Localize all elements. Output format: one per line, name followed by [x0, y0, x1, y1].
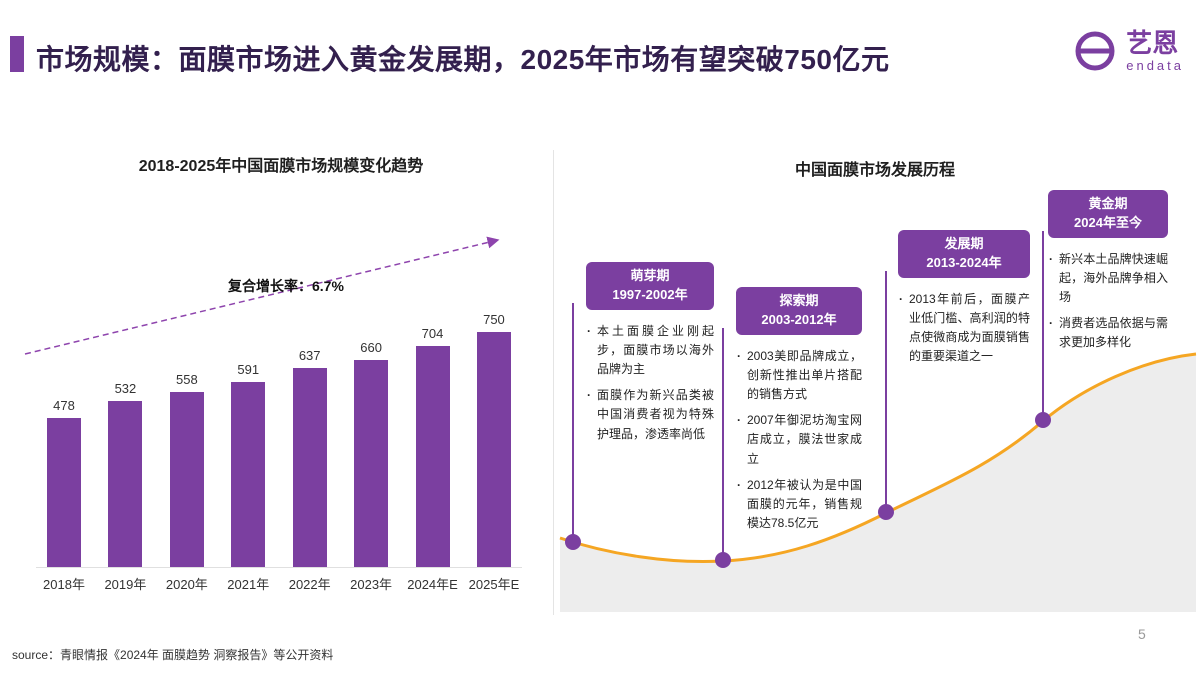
bar-category-label: 2019年: [104, 577, 147, 592]
page-title: 市场规模：面膜市场进入黄金发展期，2025年市场有望突破750亿元: [36, 44, 890, 75]
bar-column: 591 2021年: [220, 362, 276, 592]
logo-sub: endata: [1126, 57, 1184, 73]
bar-value-label: 637: [298, 348, 321, 363]
bar-chart-title: 2018-2025年中国面膜市场规模变化趋势: [138, 158, 424, 175]
growth-area: [560, 354, 1196, 612]
stage-years: 1997-2002年: [612, 286, 688, 302]
logo-text: 艺恩 endata: [1126, 29, 1184, 73]
timeline-title: 中国面膜市场发展历程: [794, 162, 955, 179]
page-number: 5: [1138, 626, 1146, 642]
milestone-dot: [878, 504, 894, 520]
bullet-item: 2007年御泥坊淘宝网店成立，膜法世家成立: [736, 411, 862, 469]
milestone-dot: [715, 552, 731, 568]
bar-chart: 478 2018年 532 2019年 558 2020年 591 2021年 637 2022年…: [36, 308, 522, 592]
title-accent-bar: [10, 36, 24, 72]
bar-column: 558 2020年: [159, 372, 215, 592]
bar-category-label: 2025年E: [468, 577, 520, 592]
bar: [169, 392, 204, 568]
stage-badge: 萌芽期 1997-2002年: [586, 262, 714, 310]
bar-category-label: 2023年: [350, 577, 393, 592]
panel-divider: [553, 150, 554, 615]
endata-logo: 艺恩 endata: [1072, 28, 1184, 74]
logo-brand: 艺恩: [1126, 28, 1179, 59]
bar: [231, 382, 266, 568]
bar-value-label: 704: [421, 326, 444, 341]
bar: [354, 360, 389, 568]
stage-label: 萌芽期: [630, 268, 670, 283]
bullet-item: 2012年被认为是中国面膜的元年，销售规模达78.5亿元: [736, 476, 862, 534]
bar-value-label: 660: [360, 340, 382, 355]
stage-badge: 发展期 2013-2024年: [898, 230, 1030, 278]
timeline-stage: 萌芽期 1997-2002年 本土面膜企业刚起步，面膜市场以海外品牌为主面膜作为…: [586, 262, 714, 451]
bullet-item: 2013年前后，面膜产业低门槛、高利润的特点使微商成为面膜销售的重要渠道之一: [898, 290, 1030, 367]
milestone-dot: [565, 534, 581, 550]
bar-column: 478 2018年: [36, 398, 92, 592]
bar-value-label: 532: [114, 381, 137, 396]
timeline-stage: 发展期 2013-2024年 2013年前后，面膜产业低门槛、高利润的特点使微商…: [898, 230, 1030, 373]
bullet-item: 面膜作为新兴品类被中国消费者视为特殊护理品，渗透率尚低: [586, 386, 714, 444]
growth-curve: [559, 231, 1197, 612]
cagr-annotation: 复合增长率：6.7%: [228, 278, 344, 294]
bar-column: 532 2019年: [97, 381, 153, 592]
bar-category-label: 2024年E: [407, 577, 458, 592]
bar-category-label: 2021年: [227, 577, 270, 592]
stage-badge: 探索期 2003-2012年: [736, 287, 862, 335]
bar-value-label: 750: [483, 312, 505, 327]
bar-column: 750 2025年E: [466, 312, 522, 592]
bar-category-label: 2022年: [288, 577, 331, 592]
timeline-stage: 探索期 2003-2012年 2003美即品牌成立，创新性推出单片搭配的销售方式…: [736, 287, 862, 540]
stage-label: 探索期: [779, 293, 819, 308]
bullet-item: 新兴本土品牌快速崛起，海外品牌争相入场: [1048, 250, 1168, 308]
bar-category-label: 2018年: [43, 577, 85, 592]
stage-bullets: 本土面膜企业刚起步，面膜市场以海外品牌为主面膜作为新兴品类被中国消费者视为特殊护…: [586, 322, 714, 444]
stage-bullets: 2013年前后，面膜产业低门槛、高利润的特点使微商成为面膜销售的重要渠道之一: [898, 290, 1030, 367]
bar: [476, 332, 511, 568]
bar: [292, 368, 327, 568]
x-axis-line: [36, 567, 522, 568]
milestone-dot: [1035, 412, 1051, 428]
stage-years: 2013-2024年: [926, 254, 1002, 270]
trend-arrow-icon: [24, 236, 500, 355]
bar-value-label: 591: [237, 362, 260, 377]
source-note: source：青眼情报《2024年 面膜趋势 洞察报告》等公开资料: [12, 648, 334, 662]
bullet-item: 消费者选品依据与需求更加多样化: [1048, 314, 1168, 352]
bullet-item: 本土面膜企业刚起步，面膜市场以海外品牌为主: [586, 322, 714, 380]
stage-badge: 黄金期 2024年至今: [1048, 190, 1168, 238]
timeline-stage: 黄金期 2024年至今 新兴本土品牌快速崛起，海外品牌争相入场消费者选品依据与需…: [1048, 190, 1168, 360]
stage-label: 黄金期: [1088, 196, 1128, 211]
stage-bullets: 2003美即品牌成立，创新性推出单片搭配的销售方式 2007年御泥坊淘宝网店成立，…: [736, 347, 862, 534]
bar: [108, 401, 143, 568]
stage-label: 发展期: [944, 236, 984, 251]
bar-category-label: 2020年: [165, 577, 208, 592]
bar: [415, 346, 450, 568]
bullet-item: 2003美即品牌成立，创新性推出单片搭配的销售方式: [736, 347, 862, 405]
stage-years: 2003-2012年: [761, 311, 837, 327]
endata-e-icon: [1075, 31, 1115, 71]
bar: [47, 418, 81, 568]
bar-column: 637 2022年: [282, 348, 338, 592]
stage-years: 2024年至今: [1074, 214, 1142, 230]
bar-column: 660 2023年: [343, 340, 399, 592]
bar-column: 704 2024年E: [405, 326, 461, 592]
stage-bullets: 新兴本土品牌快速崛起，海外品牌争相入场消费者选品依据与需求更加多样化: [1048, 250, 1168, 353]
bar-value-label: 558: [175, 372, 198, 387]
bar-value-label: 478: [53, 398, 75, 413]
